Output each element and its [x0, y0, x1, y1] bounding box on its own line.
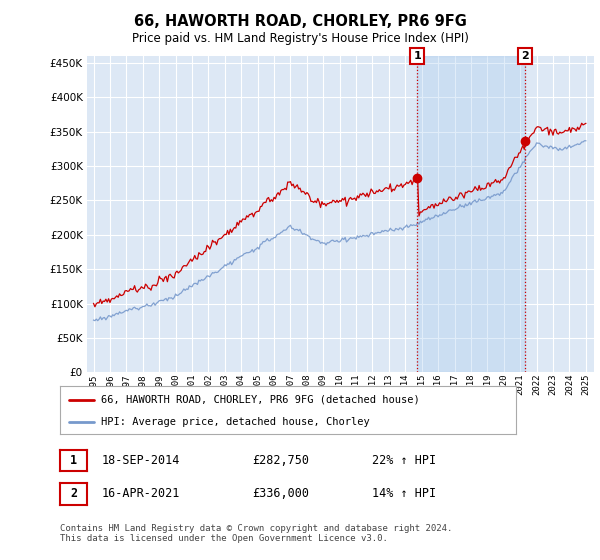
Text: Contains HM Land Registry data © Crown copyright and database right 2024.
This d: Contains HM Land Registry data © Crown c… — [60, 524, 452, 543]
Bar — [417, 56, 525, 372]
Text: 16-APR-2021: 16-APR-2021 — [102, 487, 181, 501]
Text: 22% ↑ HPI: 22% ↑ HPI — [372, 454, 436, 467]
Text: 66, HAWORTH ROAD, CHORLEY, PR6 9FG (detached house): 66, HAWORTH ROAD, CHORLEY, PR6 9FG (deta… — [101, 395, 420, 405]
Text: 2: 2 — [521, 51, 529, 61]
Text: 14% ↑ HPI: 14% ↑ HPI — [372, 487, 436, 501]
Text: £336,000: £336,000 — [252, 487, 309, 501]
Text: HPI: Average price, detached house, Chorley: HPI: Average price, detached house, Chor… — [101, 417, 370, 427]
Text: 66, HAWORTH ROAD, CHORLEY, PR6 9FG: 66, HAWORTH ROAD, CHORLEY, PR6 9FG — [134, 14, 466, 29]
Text: 1: 1 — [70, 454, 77, 467]
Text: Price paid vs. HM Land Registry's House Price Index (HPI): Price paid vs. HM Land Registry's House … — [131, 32, 469, 45]
Text: 1: 1 — [413, 51, 421, 61]
Text: £282,750: £282,750 — [252, 454, 309, 467]
Text: 2: 2 — [70, 487, 77, 501]
Text: 18-SEP-2014: 18-SEP-2014 — [102, 454, 181, 467]
